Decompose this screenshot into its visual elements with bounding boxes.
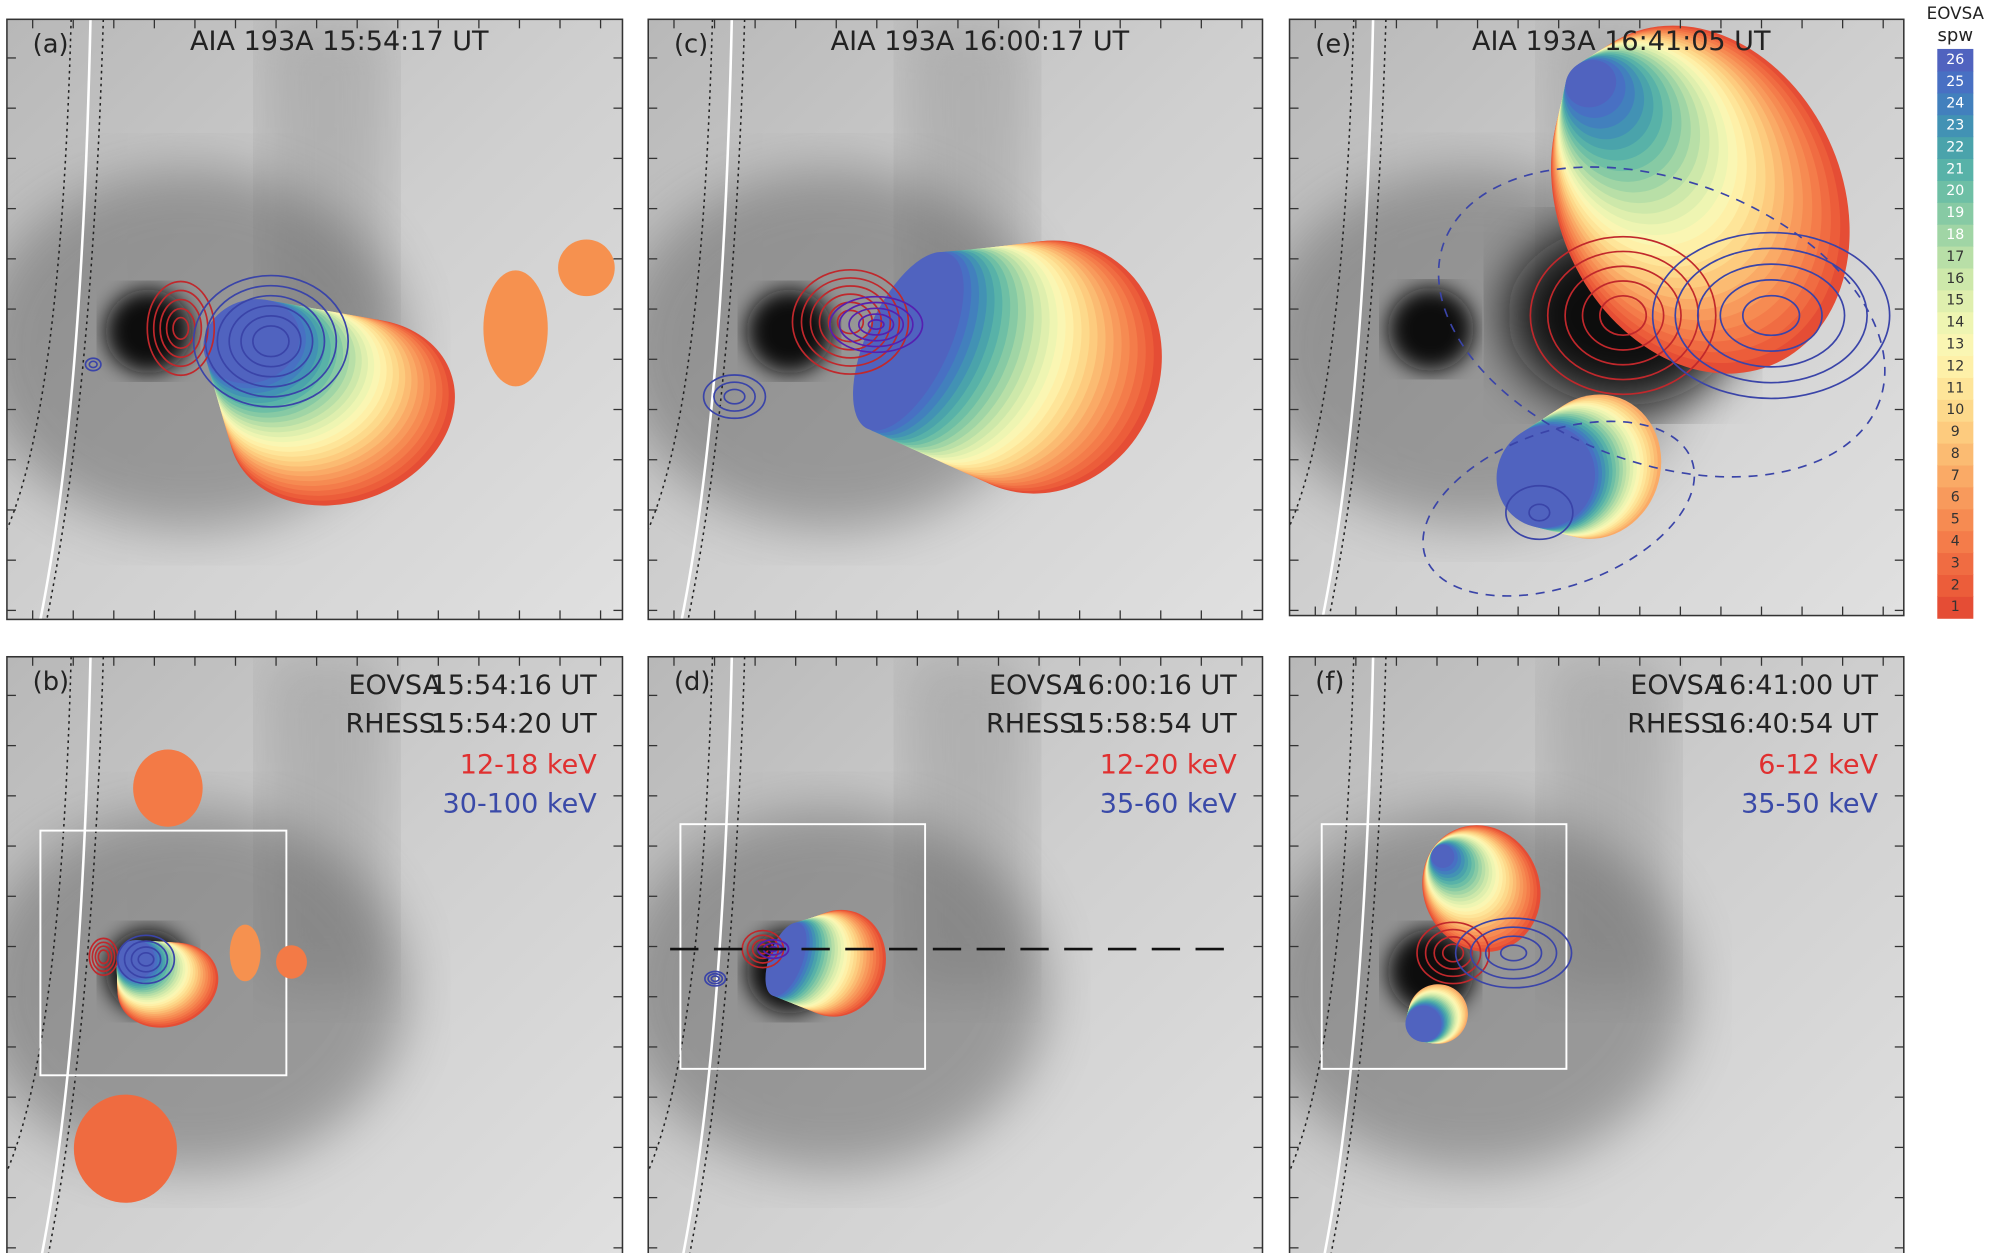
energy-band: 35-60 keV [1100,788,1237,819]
panel-label: (e) [1315,30,1351,60]
background [747,289,833,373]
colorbar-label: 9 [1951,424,1960,440]
colorbar-label: 23 [1946,118,1964,134]
colorbar-label: 17 [1946,249,1964,265]
panel [1259,0,1928,630]
colorbar-label: 10 [1946,402,1964,418]
colorbar-label: 16 [1946,271,1964,287]
radio-source [74,1095,177,1203]
time: 15:54:16 UT [430,670,597,701]
radio-source [230,925,261,982]
time: 16:41:00 UT [1712,670,1879,701]
panel-title: AIA 193A 16:00:17 UT [831,26,1130,57]
instrument: EOVSA [989,670,1082,701]
colorbar-label: 15 [1946,293,1964,309]
time: 16:00:16 UT [1070,670,1237,701]
instrument: EOVSA [348,670,441,701]
colorbar-label: 5 [1951,512,1960,528]
panel [0,650,622,1253]
radio-source [133,749,203,826]
colorbar-label: 6 [1951,490,1960,506]
panel-label: (d) [674,667,710,697]
colorbar-label: 18 [1946,227,1964,243]
time: 15:58:54 UT [1070,709,1237,740]
panel-label: (f) [1315,667,1344,697]
panel [1259,650,1904,1253]
colorbar-subtitle: spw [1938,25,1974,46]
colorbar-label: 7 [1951,468,1960,484]
instrument: RHESSI [345,709,443,740]
colorbar-label: 25 [1946,74,1964,90]
colorbar-label: 13 [1946,336,1964,352]
panel-title: AIA 193A 16:41:05 UT [1472,26,1771,57]
colorbar-label: 4 [1951,534,1960,550]
colorbar-label: 19 [1946,205,1964,221]
background [1388,288,1474,371]
energy-band: 12-18 keV [460,750,597,781]
colorbar-label: 26 [1946,52,1964,68]
panel [618,13,1263,626]
energy-band: 6-12 keV [1758,750,1878,781]
radio-source [558,240,615,297]
radio-source [276,945,307,978]
panel [0,13,622,626]
colorbar-label: 22 [1946,139,1964,155]
colorbar-label: 3 [1951,555,1960,571]
time: 16:40:54 UT [1712,709,1879,740]
colorbar-label: 21 [1946,161,1964,177]
colorbar-label: 2 [1951,577,1960,593]
colorbar-label: 11 [1946,380,1964,396]
background [105,289,191,373]
instrument: EOVSA [1630,670,1723,701]
colorbar-label: 20 [1946,183,1964,199]
panel-label: (c) [674,30,708,60]
colorbar-label: 14 [1946,315,1964,331]
energy-band: 35-50 keV [1741,788,1878,819]
panel-label: (b) [33,667,69,697]
panel-title: AIA 193A 15:54:17 UT [190,26,489,57]
panel-label: (a) [33,30,69,60]
colorbar-label: 1 [1951,599,1960,615]
time: 15:54:20 UT [430,709,597,740]
radio-source [483,270,547,386]
colorbar-label: 24 [1946,96,1964,112]
energy-band: 12-20 keV [1100,750,1237,781]
figure: (a)AIA 193A 15:54:17 UT(b)EOVSA15:54:16 … [0,0,1997,1253]
energy-band: 30-100 keV [443,788,598,819]
colorbar-label: 12 [1946,358,1964,374]
colorbar-label: 8 [1951,446,1960,462]
colorbar-title: EOVSA [1927,3,1985,23]
panel [618,650,1263,1253]
